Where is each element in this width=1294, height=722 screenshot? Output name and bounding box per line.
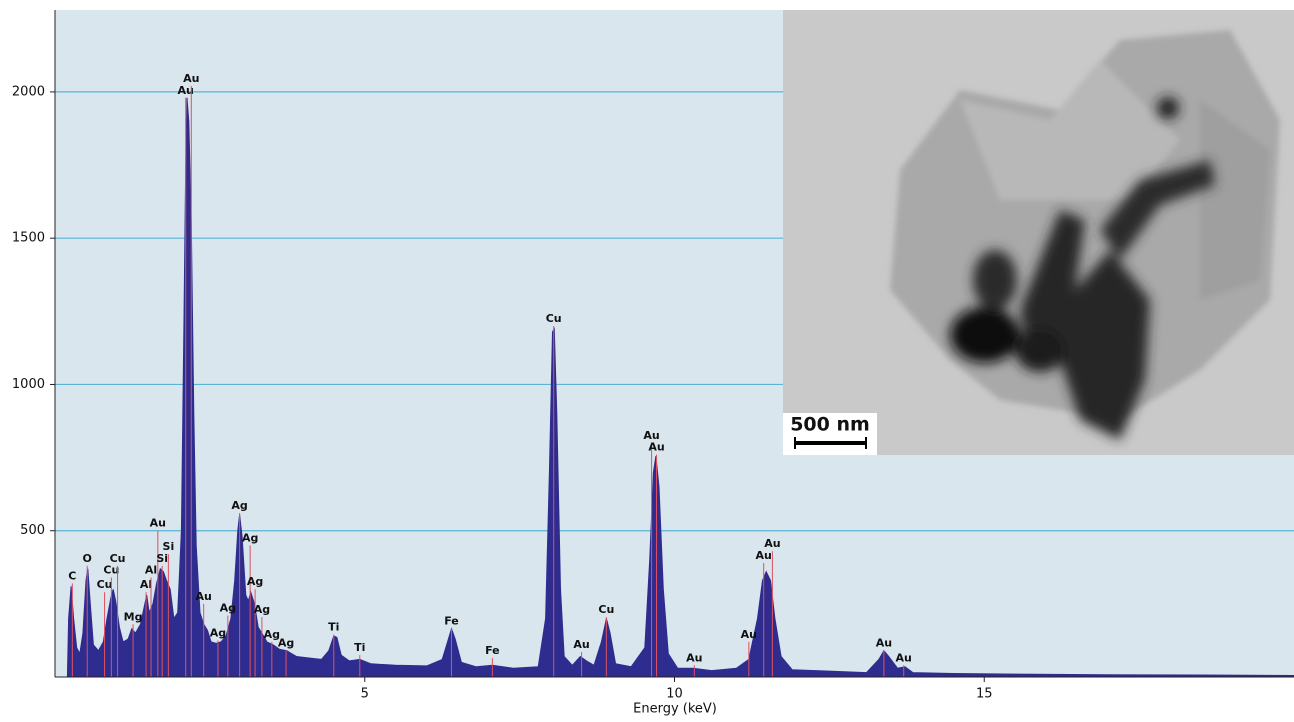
markers: COCuCuCuMgAlAlAuSiSiAuAuAuAgAgAgAgAgAgAg… — [68, 72, 912, 677]
scale-bar-label: 500 nm — [790, 414, 870, 436]
peak-label: Au — [764, 537, 780, 550]
peak-label: Au — [643, 429, 659, 442]
peak-label: Au — [178, 84, 194, 97]
axes: 500 1000 1500 2000 5 10 15 — [12, 84, 993, 701]
y-tick-label: 1000 — [12, 377, 45, 392]
peak-label: Si — [156, 552, 168, 565]
x-tick-label: 5 — [361, 687, 369, 702]
peak-label: Au — [196, 590, 212, 603]
peak-label: Cu — [546, 312, 562, 325]
x-tick-label: 15 — [976, 687, 993, 702]
peak-label: Ti — [328, 621, 339, 634]
peak-label: Mg — [124, 610, 143, 623]
peak-label: C — [68, 569, 76, 582]
peak-label: Au — [573, 638, 589, 651]
peak-label: Ag — [278, 637, 294, 650]
peak-label: Ag — [247, 575, 263, 588]
peak-label: Ag — [264, 628, 280, 641]
peak-label: Fe — [485, 644, 500, 657]
scale-bar — [795, 441, 866, 445]
x-axis-title: Energy (keV) — [633, 702, 717, 717]
spectrum — [66, 97, 1294, 678]
peak-label: Au — [896, 651, 912, 664]
peak-label: Au — [183, 72, 199, 85]
scale-bar-box — [783, 413, 877, 455]
peak-label: Fe — [444, 615, 459, 628]
peak-label: Au — [150, 517, 166, 530]
peak-label: Cu — [103, 564, 119, 577]
peak-label: Au — [686, 651, 702, 664]
peak-label: Ag — [242, 531, 258, 544]
tem-inset: 500 nm — [783, 10, 1294, 455]
inset-particles — [950, 97, 1215, 440]
peak-label: Cu — [110, 552, 126, 565]
peak-label: Au — [648, 441, 664, 454]
y-tick-label: 1500 — [12, 231, 45, 246]
peak-label: Au — [756, 549, 772, 562]
peak-label: Ag — [220, 602, 236, 615]
peak-label: Cu — [598, 603, 614, 616]
peak-label: O — [83, 552, 92, 565]
y-tick-label: 500 — [20, 523, 45, 538]
y-tick-label: 2000 — [12, 84, 45, 99]
spectrum-area — [66, 97, 1294, 678]
peak-label: Ti — [354, 641, 365, 654]
peak-label: Au — [741, 628, 757, 641]
peak-label: Al — [140, 578, 152, 591]
peak-label: Au — [876, 637, 892, 650]
peak-label: Si — [163, 540, 175, 553]
peak-label: Ag — [254, 603, 270, 616]
peak-label: Ag — [231, 499, 247, 512]
peak-label: Al — [145, 564, 157, 577]
peak-label: Ag — [210, 626, 226, 639]
peak-label: Cu — [97, 578, 113, 591]
x-tick-label: 10 — [666, 687, 683, 702]
